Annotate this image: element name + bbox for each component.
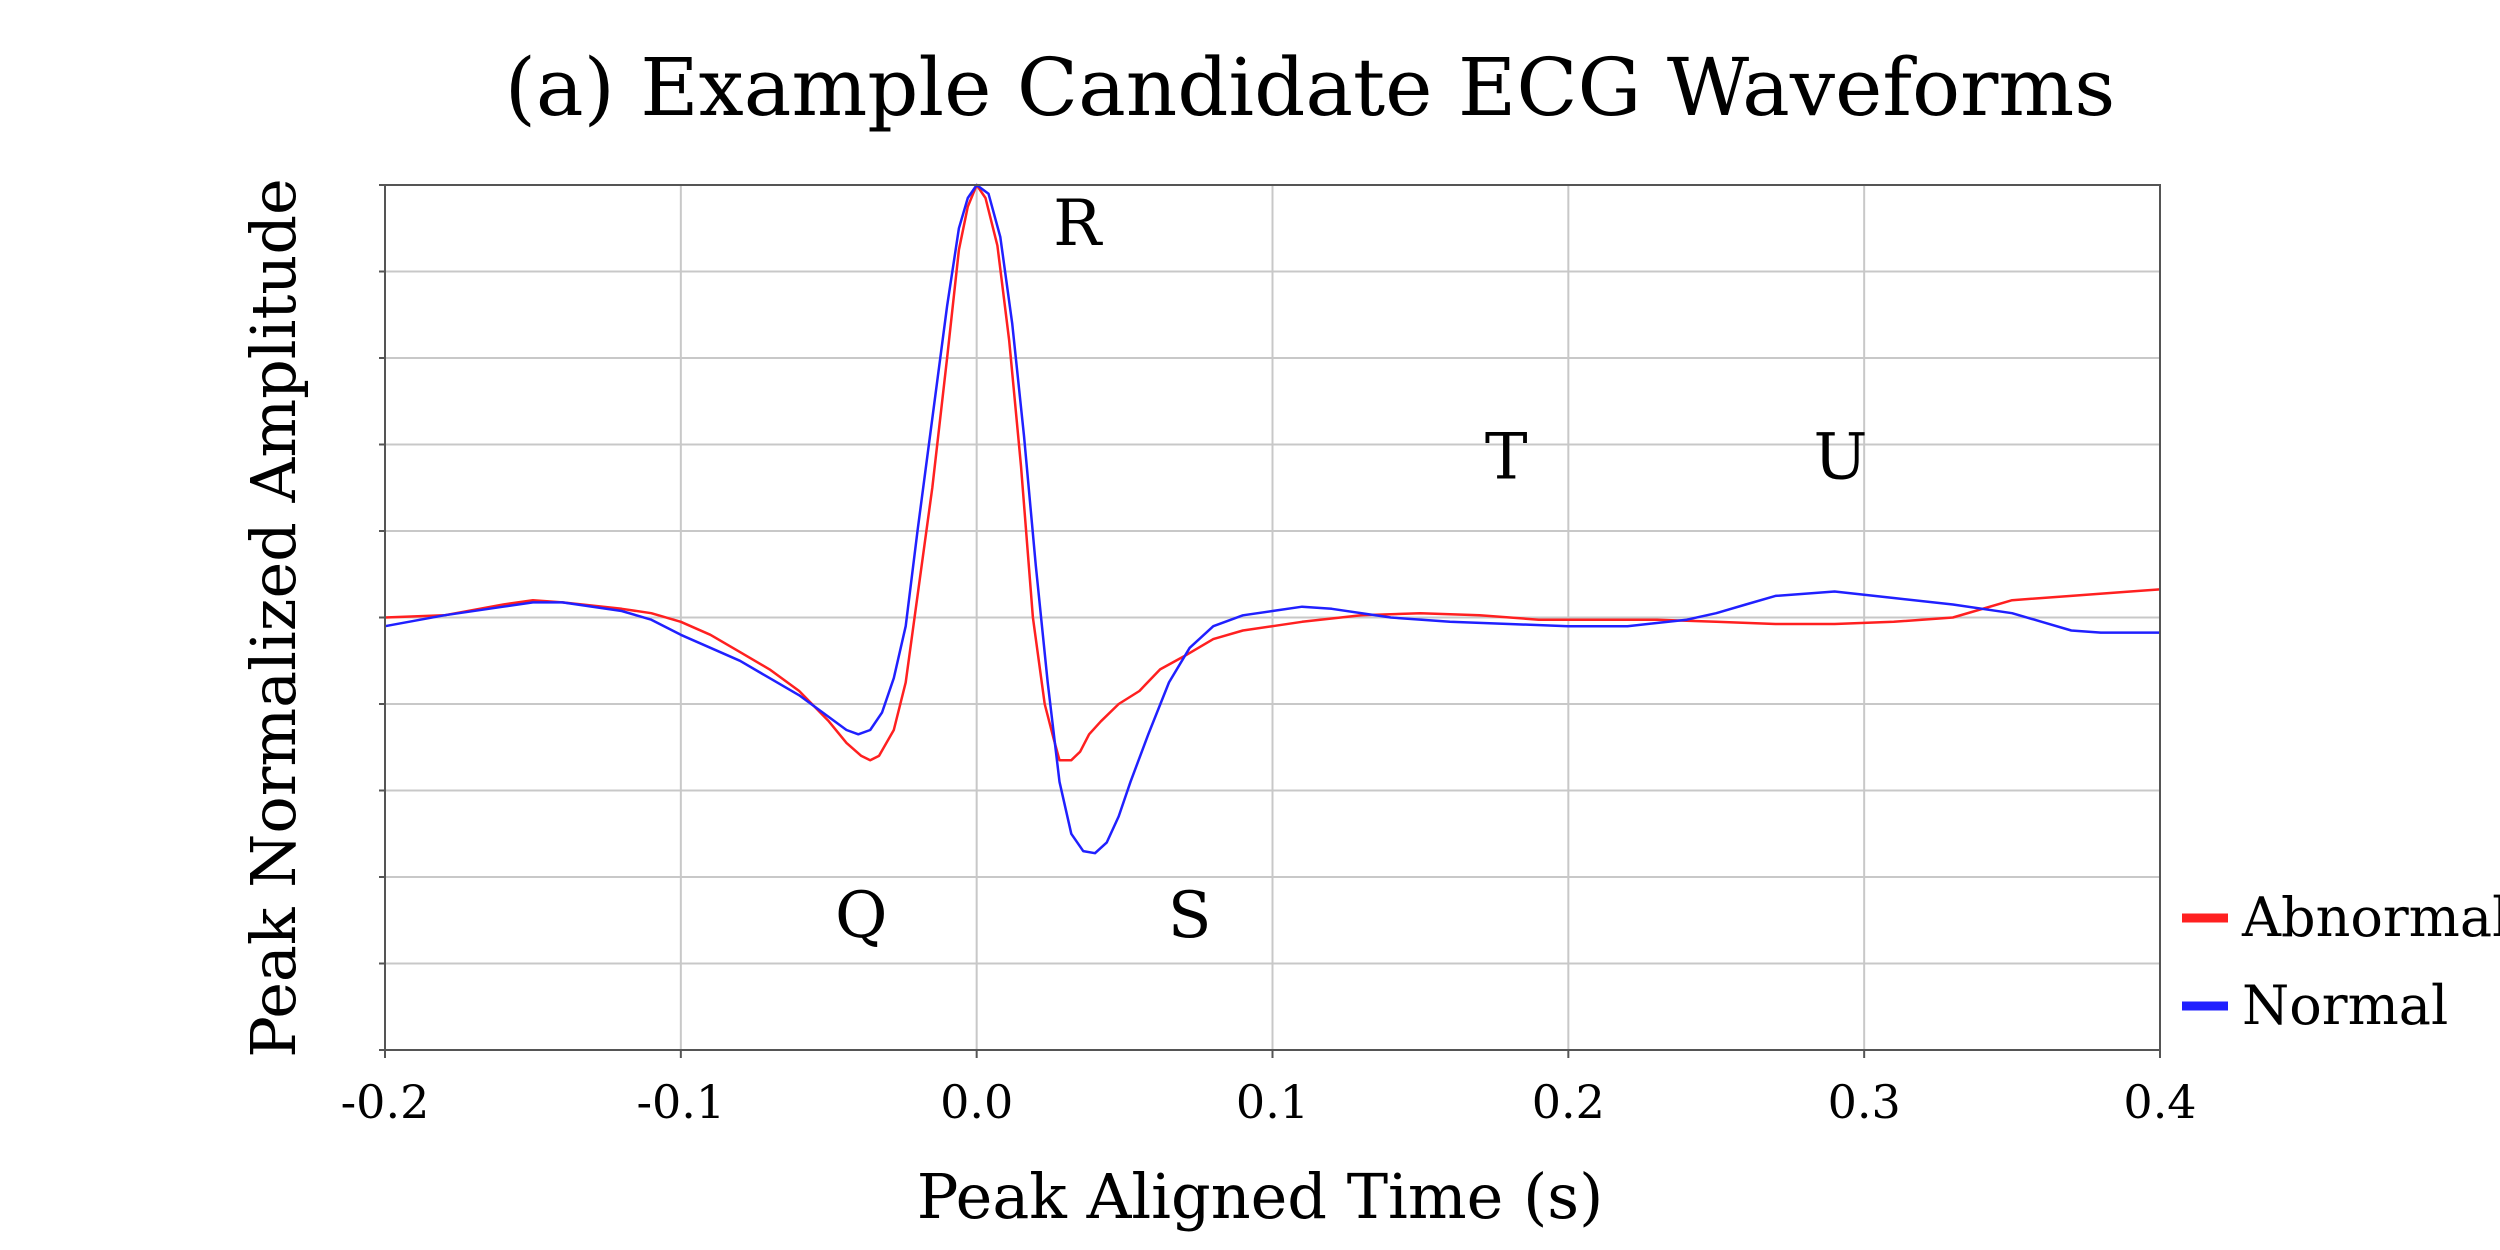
x-tick-label: 0.1	[1236, 1075, 1309, 1129]
grid	[385, 185, 2160, 1050]
x-tick-label: 0.0	[940, 1075, 1013, 1129]
x-tick-label: -0.1	[636, 1075, 725, 1129]
annotation-t: T	[1485, 420, 1528, 494]
series-line-normal	[384, 183, 2160, 855]
annotation-r: R	[1053, 187, 1103, 261]
x-axis-label: Peak Aligned Time (s)	[917, 1160, 1604, 1233]
annotation-u: U	[1814, 420, 1868, 494]
annotation-s: S	[1168, 879, 1212, 953]
y-axis-label: Peak Normalized Amplitude	[237, 178, 310, 1057]
chart-title: (a) Example Candidate ECG Waveforms	[505, 41, 2116, 134]
x-ticks: -0.2 -0.1 0.0 0.1 0.2 0.3 0.4	[341, 1050, 2197, 1129]
series-line-abnormal	[384, 183, 2161, 762]
annotation-q: Q	[835, 879, 887, 953]
x-tick-label: -0.2	[341, 1075, 430, 1129]
legend-label-normal: Normal	[2242, 974, 2448, 1037]
x-tick-label: 0.2	[1532, 1075, 1605, 1129]
x-tick-label: 0.4	[2123, 1075, 2196, 1129]
annotations: R T U Q S	[835, 187, 1867, 953]
series-group	[384, 183, 2161, 855]
x-tick-label: 0.3	[1828, 1075, 1901, 1129]
legend-label-abnormal: Abnormal	[2241, 886, 2500, 949]
legend: Abnormal Normal	[2182, 886, 2500, 1037]
